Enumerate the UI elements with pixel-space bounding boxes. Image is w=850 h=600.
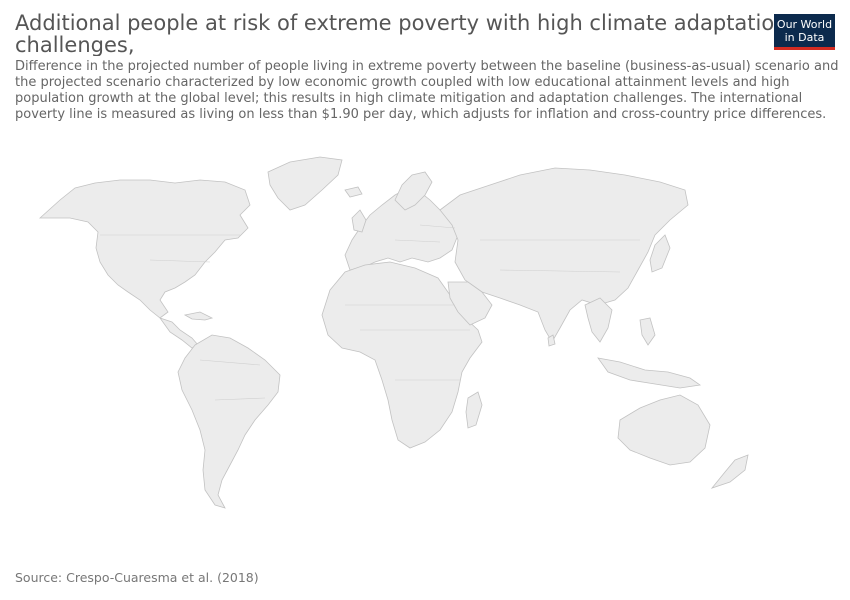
scandinavia[interactable] [394, 171, 433, 211]
philippines[interactable] [639, 317, 656, 346]
source-note: Source: Crespo-Cuaresma et al. (2018) [15, 570, 259, 585]
japan[interactable] [649, 234, 671, 273]
north-america[interactable] [38, 179, 251, 319]
madagascar[interactable] [465, 391, 483, 429]
arabian-peninsula[interactable] [447, 281, 493, 326]
subtitle-line-3: population growth at the global level; t… [15, 91, 803, 106]
australia[interactable] [617, 394, 711, 466]
subtitle-line-2: the projected scenario characterized by … [15, 75, 790, 90]
new-zealand[interactable] [710, 454, 749, 489]
logo-line-1: Our World [776, 18, 833, 31]
title-line-2: challenges, [15, 33, 135, 56]
south-america[interactable] [177, 334, 281, 509]
central-america[interactable] [158, 317, 199, 349]
title-line-1: Additional people at risk of extreme pov… [15, 12, 788, 35]
iceland[interactable] [344, 186, 363, 198]
british-isles[interactable] [351, 209, 367, 233]
southeast-asia[interactable] [584, 297, 613, 343]
chart-subtitle: Difference in the projected number of pe… [15, 59, 850, 123]
owid-logo[interactable]: Our World in Data [774, 14, 835, 50]
caribbean[interactable] [183, 311, 214, 321]
subtitle-line-1: Difference in the projected number of pe… [15, 59, 839, 74]
indonesia[interactable] [597, 357, 702, 389]
world-map[interactable] [0, 140, 850, 530]
subtitle-line-4: poverty line is measured as living on le… [15, 107, 827, 122]
greenland[interactable] [267, 156, 343, 211]
africa[interactable] [321, 261, 483, 449]
sri-lanka[interactable] [547, 334, 556, 347]
chart-title: Additional people at risk of extreme pov… [15, 12, 850, 56]
logo-line-2: in Data [784, 31, 825, 44]
country-borders [100, 224, 640, 401]
